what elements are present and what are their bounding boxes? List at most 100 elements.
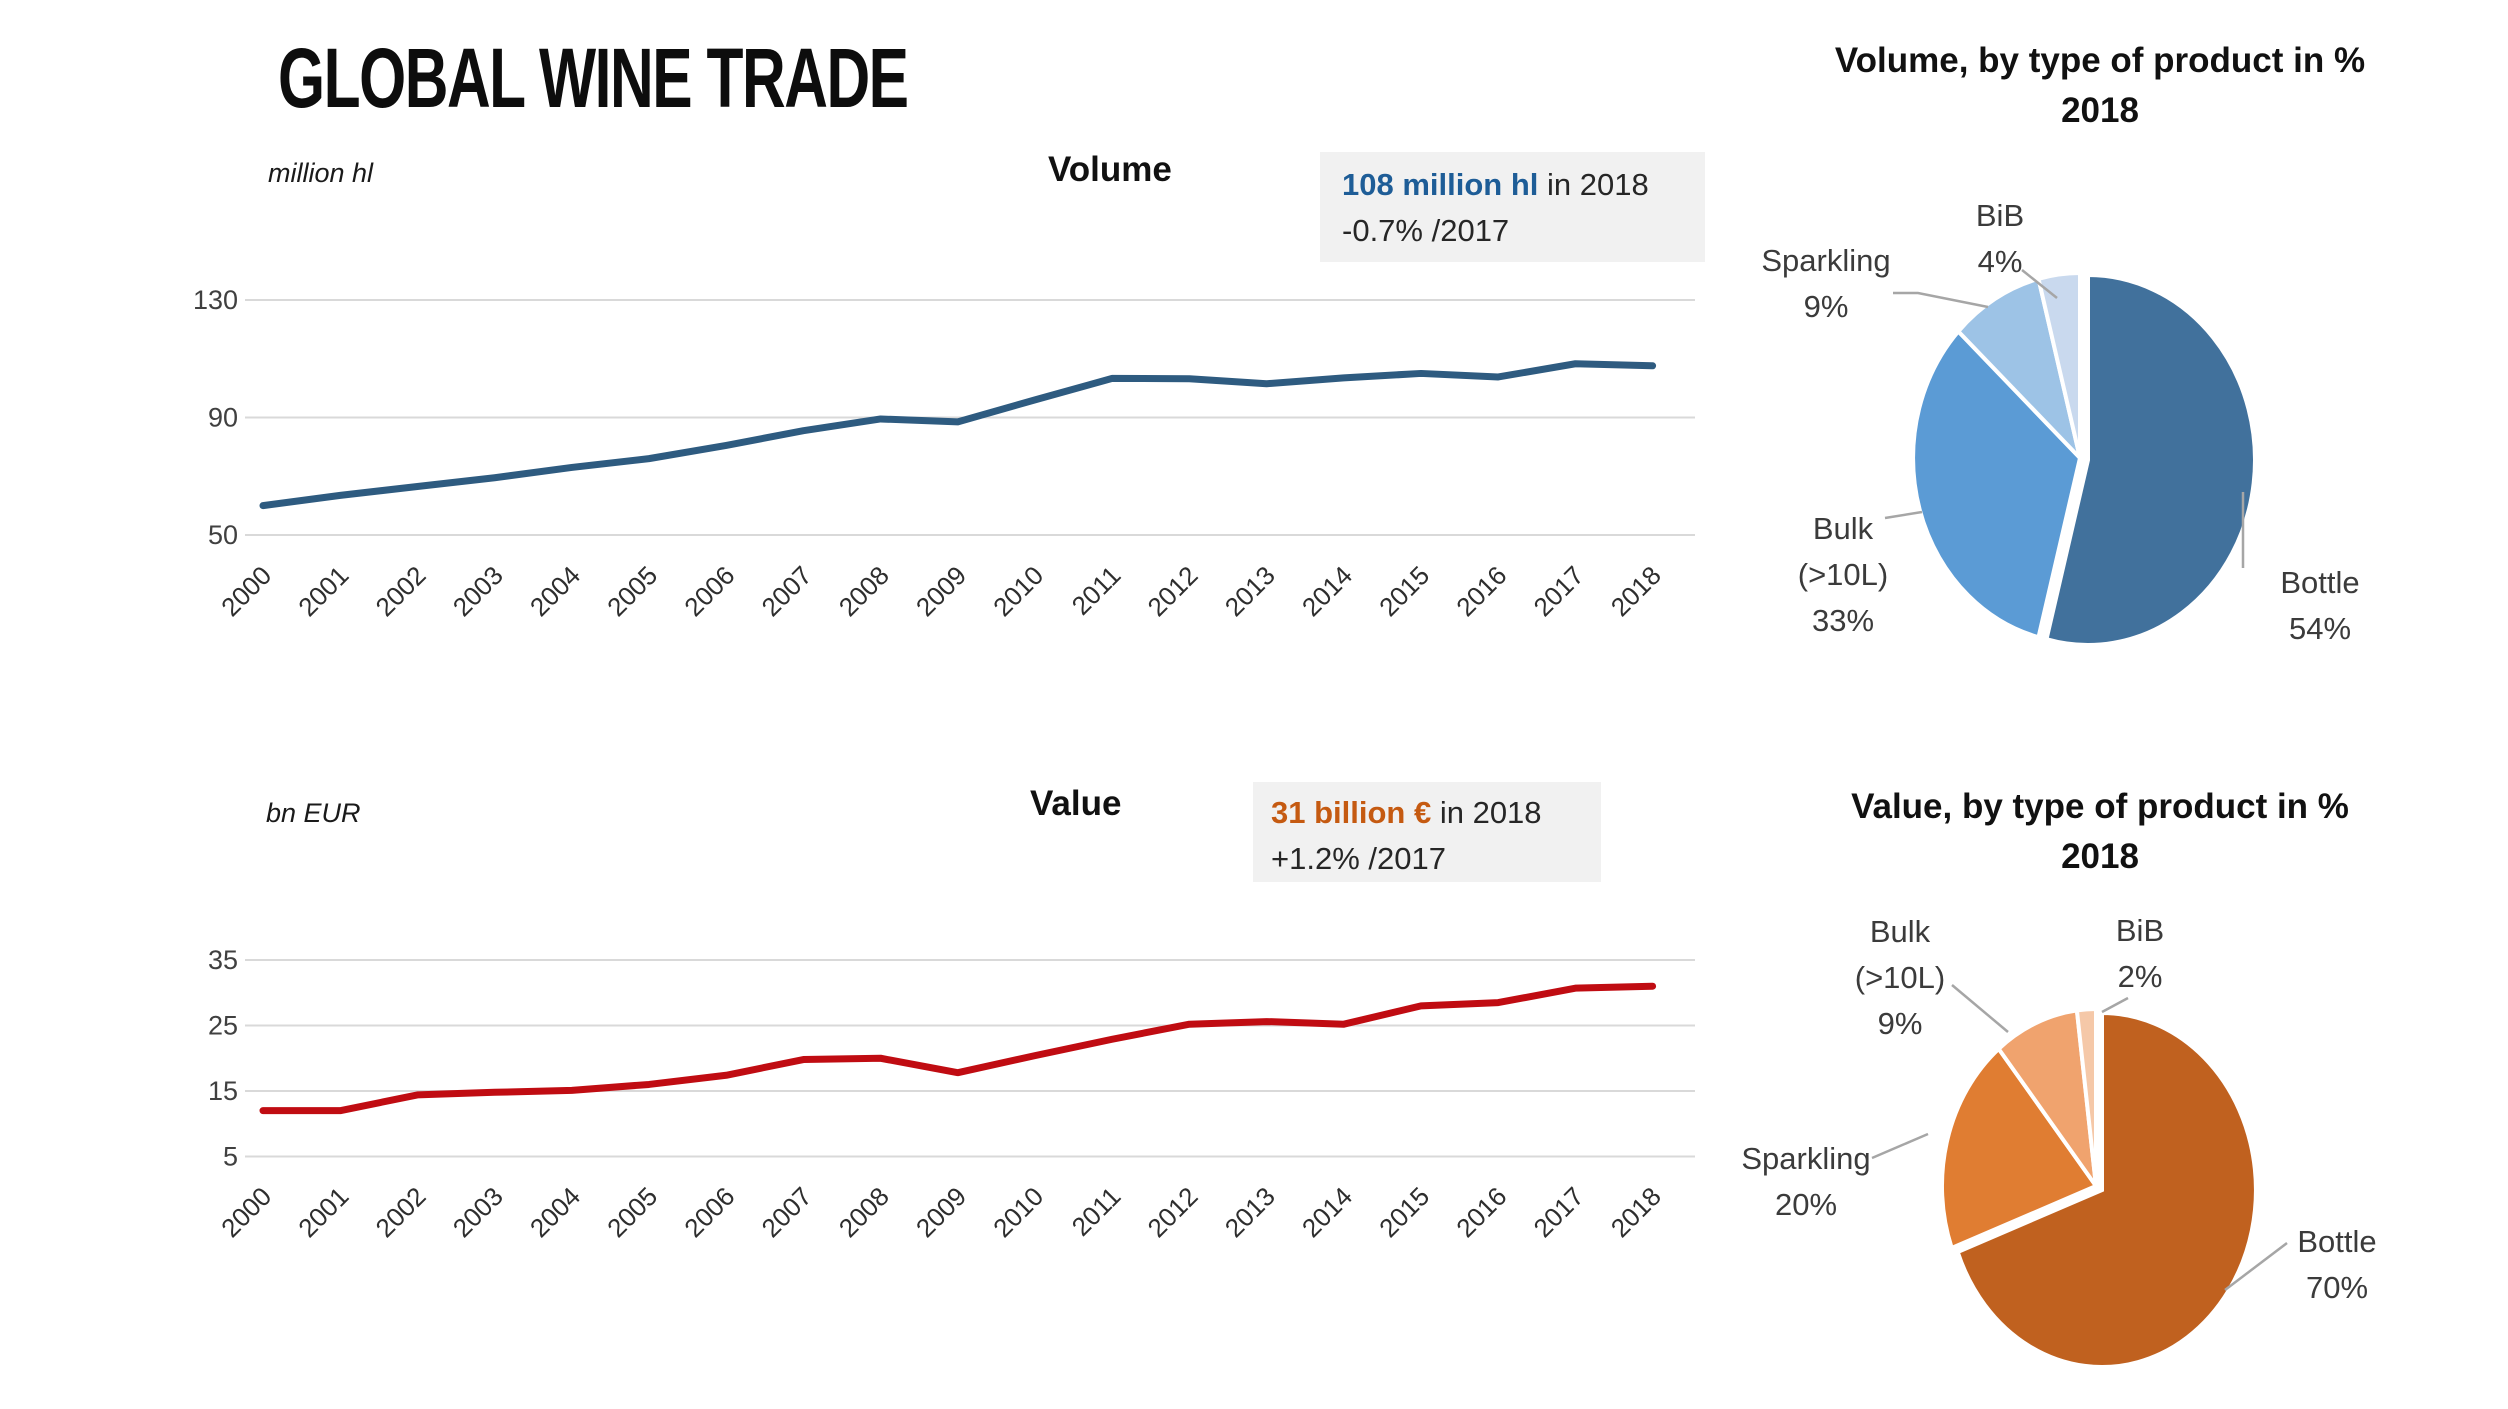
pie-slice-label-bib: BiB 2%: [2116, 908, 2164, 1000]
volume-line-series: [259, 360, 1657, 510]
page-title: GLOBAL WINE TRADE: [278, 31, 909, 125]
pie-slice-sparkling: [1940, 1045, 2100, 1251]
x-axis-year-label: 2007: [756, 560, 818, 622]
volume-callout-highlight: 108 million hl: [1342, 167, 1539, 202]
pie-slice-label-line: (>10L): [1797, 557, 1889, 592]
x-axis-year-label: 2017: [1528, 560, 1590, 622]
value-line-series: [259, 982, 1657, 1115]
pie-label-leader-line: [1884, 510, 1923, 520]
value-unit-label: bn EUR: [266, 798, 361, 828]
x-axis-year-label: 2018: [1605, 560, 1667, 622]
volume-callout: 108 million hl in 2018 -0.7% /2017: [1320, 152, 1705, 262]
x-axis-year-label: 2008: [833, 560, 895, 622]
x-axis-year-label: 2012: [1142, 1181, 1204, 1243]
pie-slice-label-line: 2%: [2117, 959, 2163, 994]
x-axis-year-label: 2005: [601, 1181, 663, 1243]
y-axis-tick-label: 15: [208, 1076, 238, 1106]
pie-slice-label-bib: BiB 4%: [1976, 193, 2024, 285]
x-axis-year-label: 2010: [987, 560, 1049, 622]
pie-slice-label-line: Bottle: [2297, 1224, 2377, 1259]
value-callout-line1: 31 billion € in 2018: [1271, 790, 1601, 836]
value-pie-title: Value, by type of product in % 2018: [1760, 782, 2440, 882]
y-axis-tick-label: 50: [208, 520, 238, 550]
y-axis-tick-label: 5: [223, 1142, 238, 1172]
value-pie-title-line2: 2018: [2061, 837, 2139, 876]
x-axis-year-label: 2014: [1296, 560, 1358, 622]
x-axis-year-label: 2002: [370, 560, 432, 622]
value-pie-chart: [1871, 984, 2288, 1369]
x-axis-year-label: 2006: [678, 1181, 740, 1243]
pie-slice-label-line: 54%: [2288, 611, 2352, 646]
x-axis-year-label: 2015: [1373, 560, 1435, 622]
pie-slice-label-line: BiB: [1975, 198, 2025, 233]
x-axis-year-label: 2005: [601, 560, 663, 622]
volume-pie-chart: [1884, 269, 2257, 647]
pie-slice-label-line: 70%: [2305, 1270, 2369, 1305]
value-callout: 31 billion € in 2018 +1.2% /2017: [1253, 782, 1601, 882]
y-axis-tick-label: 130: [193, 285, 238, 315]
pie-slice-label-bulk-10l-: Bulk (>10L) 9%: [1855, 909, 1945, 1047]
pie-slice-label-line: 9%: [1803, 289, 1849, 324]
x-axis-year-label: 2001: [292, 1181, 354, 1243]
pie-slice-label-sparkling: Sparkling 20%: [1741, 1136, 1870, 1228]
pie-slice-label-sparkling: Sparkling 9%: [1761, 238, 1890, 330]
pie-label-leader-line: [1951, 984, 2009, 1033]
x-axis-year-label: 2013: [1219, 560, 1281, 622]
volume-chart-title: Volume: [1048, 150, 1172, 189]
x-axis-year-label: 2015: [1373, 1181, 1435, 1243]
x-axis-year-label: 2000: [215, 1181, 277, 1243]
y-axis-tick-label: 25: [208, 1011, 238, 1041]
x-axis-year-label: 2002: [370, 1181, 432, 1243]
volume-pie-title-line1: Volume, by type of product in %: [1834, 41, 2366, 80]
x-axis-year-label: 2010: [987, 1181, 1049, 1243]
pie-slice-label-line: 33%: [1811, 603, 1875, 638]
pie-slice-label-line: Sparkling: [1741, 1141, 1871, 1176]
pie-slice-bottle: [2044, 272, 2257, 647]
pie-slice-label-line: 9%: [1877, 1006, 1923, 1041]
x-axis-year-label: 2016: [1450, 1181, 1512, 1243]
x-axis-year-label: 2013: [1219, 1181, 1281, 1243]
value-chart-title: Value: [1030, 784, 1122, 823]
pie-slice-bib: [2036, 270, 2082, 459]
x-axis-year-label: 2011: [1066, 560, 1127, 621]
pie-label-leader-line: [2021, 269, 2058, 299]
pie-slice-label-line: Sparkling: [1761, 243, 1891, 278]
pie-slice-label-line: (>10L): [1854, 960, 1946, 995]
x-axis-year-label: 2011: [1066, 1181, 1127, 1242]
value-pie-title-line1: Value, by type of product in %: [1851, 787, 2349, 826]
pie-slice-label-line: Bulk: [1812, 511, 1874, 546]
x-axis-year-label: 2003: [447, 1181, 509, 1243]
pie-slice-label-line: 4%: [1977, 244, 2023, 279]
x-axis-year-label: 2004: [524, 560, 586, 622]
pie-slice-bottle: [1955, 1010, 2258, 1369]
volume-unit-label: million hl: [268, 158, 374, 188]
x-axis-year-label: 2016: [1450, 560, 1512, 622]
pie-slice-label-line: Bottle: [2280, 565, 2360, 600]
x-axis-year-label: 2014: [1296, 1181, 1358, 1243]
value-callout-change: +1.2% /2017: [1271, 841, 1446, 876]
value-callout-highlight: 31 billion €: [1271, 795, 1432, 830]
x-axis-year-label: 2004: [524, 1181, 586, 1243]
x-axis-year-label: 2001: [292, 560, 354, 622]
x-axis-year-label: 2018: [1605, 1181, 1667, 1243]
x-axis-year-label: 2008: [833, 1181, 895, 1243]
x-axis-year-label: 2017: [1528, 1181, 1590, 1243]
pie-slice-label-bottle: Bottle 54%: [2280, 560, 2359, 652]
pie-label-leader-line: [1871, 1132, 1929, 1160]
x-axis-year-label: 2000: [215, 560, 277, 622]
pie-slice-bulk-10l-: [1911, 328, 2083, 640]
x-axis-year-label: 2006: [678, 560, 740, 622]
y-axis-tick-label: 90: [208, 403, 238, 433]
pie-label-leader-line: [2224, 1242, 2288, 1291]
pie-slice-label-line: Bulk: [1869, 914, 1931, 949]
pie-slice-label-bulk-10l-: Bulk (>10L) 33%: [1798, 506, 1888, 644]
value-callout-suffix: in 2018: [1431, 795, 1542, 830]
pie-label-leader-line: [2101, 996, 2129, 1014]
x-axis-year-label: 2007: [756, 1181, 818, 1243]
pie-slice-bib: [2074, 1006, 2098, 1187]
x-axis-year-label: 2012: [1142, 560, 1204, 622]
x-axis-year-label: 2009: [910, 560, 972, 622]
